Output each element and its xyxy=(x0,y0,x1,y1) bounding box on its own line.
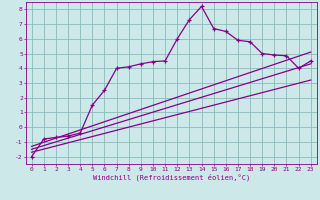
X-axis label: Windchill (Refroidissement éolien,°C): Windchill (Refroidissement éolien,°C) xyxy=(92,173,250,181)
